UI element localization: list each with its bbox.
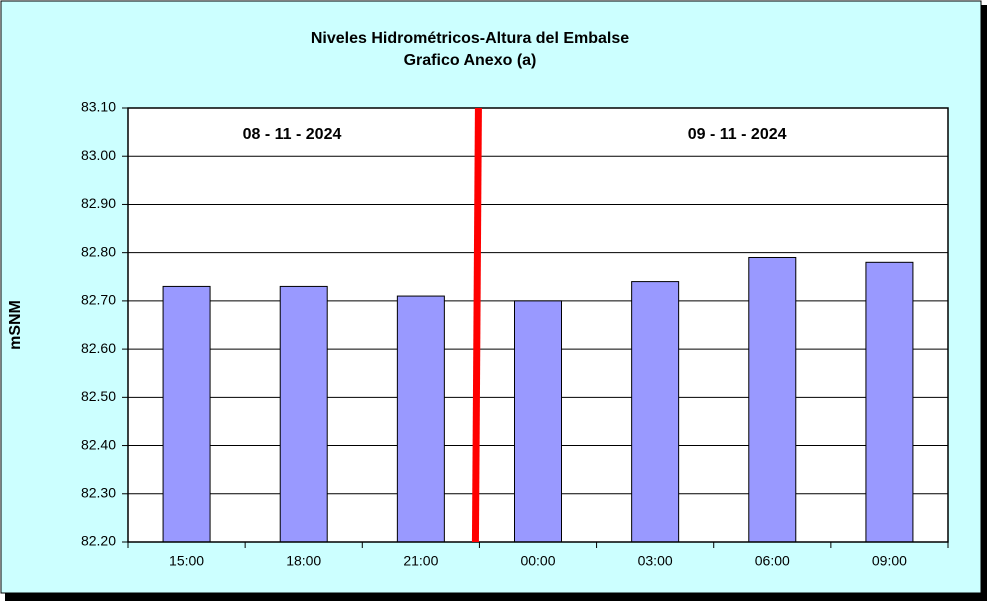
y-tick-label: 82.80 [81, 243, 116, 259]
x-tick-label: 21:00 [403, 553, 438, 569]
y-tick-label: 83.00 [81, 147, 116, 163]
chart-subtitle: Grafico Anexo (a) [404, 52, 537, 69]
y-tick-label: 82.60 [81, 340, 116, 356]
day-divider [471, 107, 482, 543]
x-tick-label: 00:00 [520, 553, 555, 569]
y-axis-label: mSNM [7, 300, 24, 350]
bar [279, 285, 328, 543]
x-tick-label: 06:00 [755, 553, 790, 569]
bar [162, 285, 211, 543]
x-tick-label: 03:00 [638, 553, 673, 569]
y-tick-label: 82.40 [81, 436, 116, 452]
y-tick-label: 82.70 [81, 292, 116, 308]
y-tick-label: 82.90 [81, 195, 116, 211]
bar [865, 261, 914, 543]
x-tick-label: 09:00 [872, 553, 907, 569]
bar [748, 256, 797, 543]
bar [396, 295, 445, 543]
x-tick-label: 18:00 [286, 553, 321, 569]
bar [514, 300, 562, 543]
x-tick-label: 15:00 [169, 553, 204, 569]
y-tick-label: 82.50 [81, 388, 116, 404]
plot-border [127, 107, 949, 543]
date-annotation: 08 - 11 - 2024 [243, 126, 342, 143]
date-annotation: 09 - 11 - 2024 [688, 126, 787, 143]
bar [631, 281, 680, 543]
y-tick-label: 83.10 [81, 99, 116, 115]
y-tick-label: 82.20 [81, 533, 116, 549]
y-tick-label: 82.30 [81, 484, 116, 500]
chart-title: Niveles Hidrométricos-Altura del Embalse [311, 30, 629, 47]
